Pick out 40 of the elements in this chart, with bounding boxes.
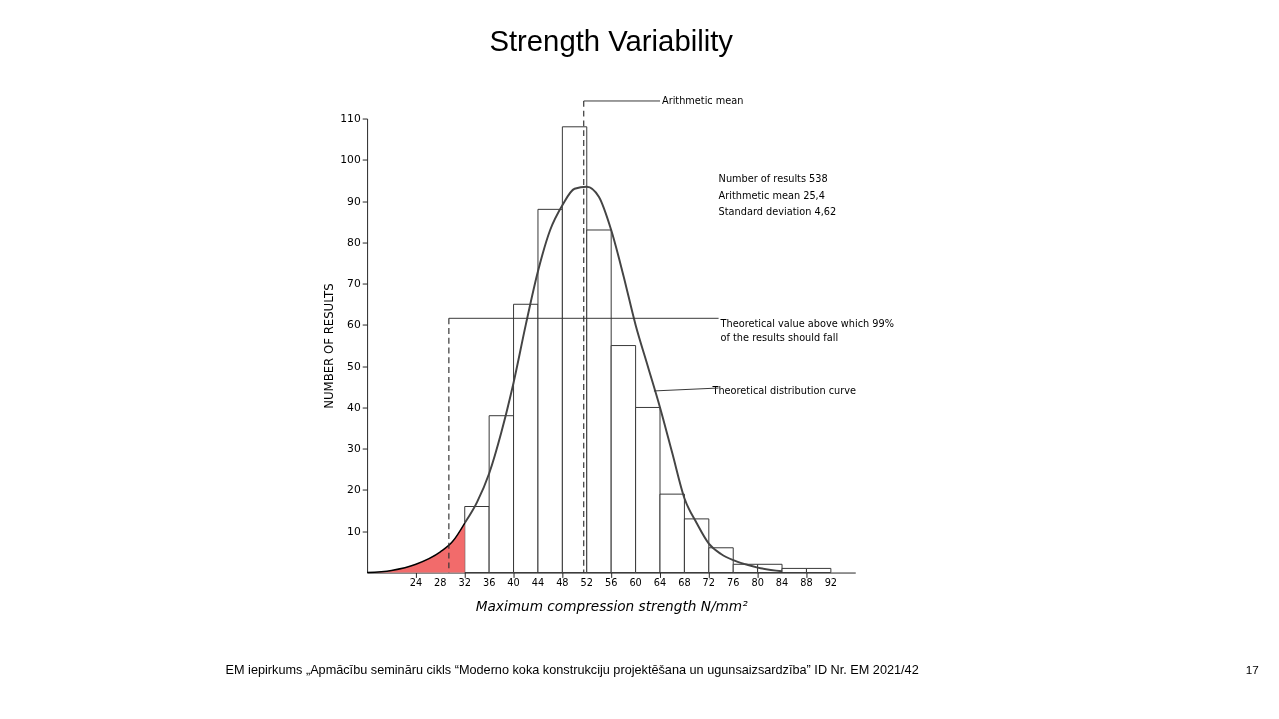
x-tick-label: 72 — [702, 577, 716, 589]
ref-line-label: Theoretical value above which 99% of the results should fall — [719, 318, 894, 343]
y-tick-label: 80 — [347, 235, 361, 249]
x-tick-label: 32 — [458, 577, 471, 589]
text: 17 — [1245, 663, 1259, 677]
x-tick-label: 28 — [434, 577, 447, 589]
x-axis-title: Maximum compression strength N/mm² — [475, 597, 749, 614]
y-tick-label: 10 — [347, 524, 361, 538]
y-axis-title: NUMBER OF RESULTS — [322, 283, 337, 409]
x-tick-label: 40 — [507, 577, 520, 589]
x-tick-label: 80 — [751, 577, 764, 589]
chart-title: Strength Variability — [489, 24, 734, 58]
x-tick-label: 76 — [727, 577, 740, 589]
annotation: Theoretical distribution curve — [711, 384, 857, 396]
ref-line-label: Arithmetic mean — [661, 94, 744, 106]
x-tick-label: 84 — [775, 577, 789, 589]
text: EM iepirkums „Apmācību semināru cikls “Moderno koka konstrukciju projektēšana un ugunsaizsardzība” ID Nr. EM 2021/42 — [225, 663, 919, 678]
x-tick-label: 48 — [556, 577, 569, 589]
x-tick-label: 36 — [482, 577, 496, 589]
x-tick-label: 92 — [824, 577, 838, 589]
y-tick-label: 100 — [340, 153, 361, 167]
y-tick-label: 110 — [340, 111, 361, 125]
x-tick-label: 52 — [580, 577, 593, 589]
annotation: Number of results 538 — [718, 173, 828, 185]
x-tick-label: 68 — [678, 577, 691, 589]
y-tick-label: 40 — [347, 400, 361, 414]
x-tick-label: 24 — [409, 577, 423, 589]
y-tick-label: 20 — [347, 483, 361, 497]
x-tick-label: 44 — [531, 577, 545, 589]
y-tick-label: 60 — [347, 318, 361, 332]
annotation: Standard deviation 4,62 — [718, 206, 837, 218]
y-tick-label: 90 — [347, 194, 361, 208]
y-tick-label: 70 — [347, 277, 361, 291]
x-tick-label: 56 — [604, 577, 618, 589]
x-tick-label: 88 — [800, 577, 813, 589]
annotation: Arithmetic mean 25,4 — [718, 189, 825, 201]
y-tick-label: 30 — [347, 442, 361, 456]
y-tick-label: 50 — [347, 359, 361, 373]
x-tick-label: 60 — [629, 577, 642, 589]
x-tick-label: 64 — [653, 577, 667, 589]
